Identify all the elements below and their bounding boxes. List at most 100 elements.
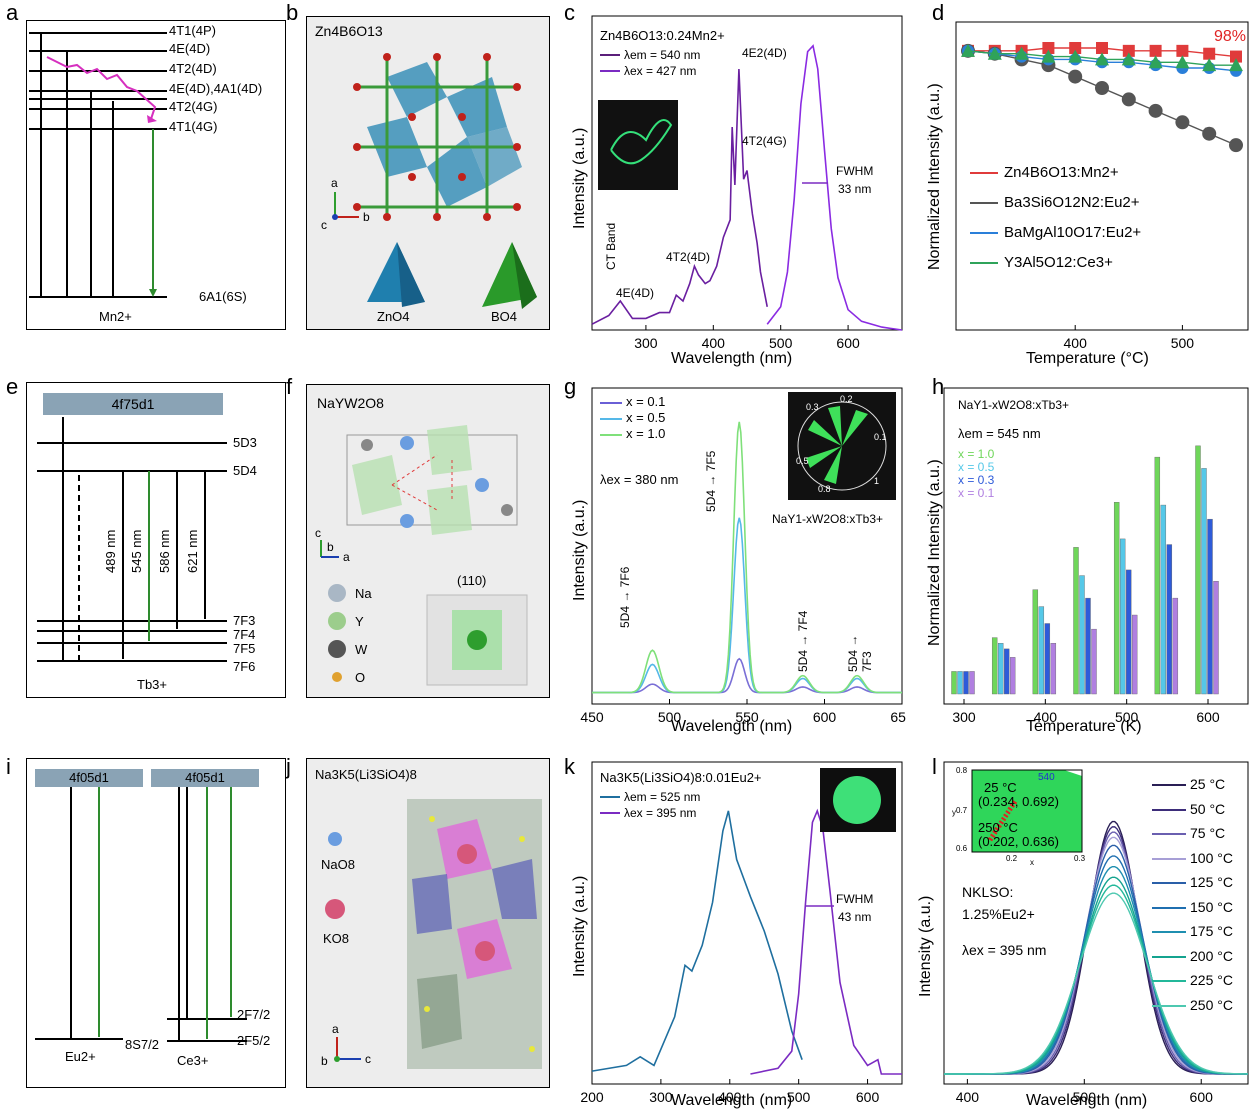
d-marker-square (1149, 44, 1162, 57)
l-legend-item: 200 °C (1152, 944, 1233, 969)
panel-c: c Intensity (a.u.) 300 400 500 600 Zn4B6O13… (556, 0, 906, 375)
g-peak-3: 5D4 → 7F3 (846, 634, 874, 672)
crystal-image: a b c (321, 53, 537, 309)
d-marker-square (1230, 50, 1242, 63)
j-axis-b: b (321, 1054, 328, 1068)
l-x-tick-label: 500 (1073, 1089, 1097, 1105)
c-legend-em: λem = 540 nm (600, 48, 700, 62)
f-axis-a: a (343, 550, 350, 564)
level-7f4: 7F4 (233, 627, 255, 642)
d-marker-square (1042, 42, 1055, 54)
l-inset-bot: 250 °C (978, 820, 1018, 835)
h-bar (1201, 468, 1207, 695)
level-5d4: 5D4 (233, 463, 257, 478)
d-marker-square (1069, 42, 1082, 54)
g-inset-tick-03: 0.3 (806, 402, 819, 412)
line-545: 545 nm (129, 530, 144, 573)
g-legend-0-text: x = 0.1 (626, 394, 666, 409)
panel-e: e 4f75d1 5D3 5D4 7F3 7F4 7F5 7F6 Tb3+ 48… (0, 372, 290, 702)
mn-levels-svg: 4T1(4P) 4E(4D) 4T2(4D) 4E(4D),4A1(4D) 4T… (29, 23, 262, 324)
j-axis-c: c (365, 1052, 371, 1066)
h-bar (1207, 518, 1213, 695)
g-x-tick-label: 600 (813, 709, 837, 725)
h-bar (1003, 648, 1010, 695)
l-legend-text: 125 °C (1190, 874, 1233, 890)
d-marker-square (1122, 44, 1135, 57)
c-series-1 (766, 44, 903, 331)
panel-a-letter: a (6, 0, 19, 25)
g-series-0 (592, 657, 902, 694)
l-legend-item: 225 °C (1152, 968, 1233, 993)
d-legend-2: BaMgAl10O17:Eu2+ (970, 218, 1141, 248)
c-legend-ex-text: λex = 427 nm (624, 64, 697, 78)
h-bar (1154, 456, 1161, 695)
panel-k-letter: k (564, 754, 575, 779)
ce-band: 4f05d1 (151, 769, 259, 787)
h-title: NaY1-xW2O8:xTb3+ (958, 398, 1070, 412)
ion-tb: Tb3+ (137, 677, 167, 692)
c-xlabel: Wavelength (nm) (671, 350, 793, 367)
d-marker-triangle (1229, 58, 1243, 72)
l-inset-yl: y (952, 808, 956, 817)
l-legend-item: 50 °C (1152, 797, 1233, 822)
g-series-2 (592, 421, 902, 694)
panel-k: k Intensity (a.u.) 200 300 400 500 600 Na3K5… (556, 748, 906, 1111)
k-chart: 200 300 400 500 600 (580, 761, 903, 1105)
h-legend-1: x = 0.5 (958, 460, 995, 474)
d-marker-triangle (961, 43, 975, 57)
h-bar (1091, 628, 1097, 695)
d-marker-circle (1148, 103, 1163, 118)
h-bar (1160, 504, 1167, 695)
d-marker-square (1203, 47, 1216, 60)
eu-band: 4f05d1 (35, 769, 143, 787)
g-x-tick-label: 550 (735, 709, 759, 725)
h-bar (1073, 547, 1079, 695)
d-marker-triangle (1121, 52, 1136, 66)
d-legend-3: Y3Al5O12:Ce3+ (970, 248, 1141, 278)
ion-ce: Ce3+ (177, 1053, 208, 1068)
d-marker-circle (1068, 69, 1083, 84)
h-legend-0: x = 1.0 (958, 447, 995, 461)
axis-c: c (321, 218, 327, 232)
g-series-1 (592, 517, 902, 694)
h-bar (997, 643, 1004, 695)
h-x-tick-label: 400 (1034, 709, 1058, 725)
line-621: 621 nm (185, 530, 200, 573)
g-legend-2: x = 1.0 (600, 426, 665, 442)
l-inset-xl: x (1030, 858, 1034, 867)
k-legend-em-text: λem = 525 nm (624, 790, 701, 804)
j-axis-a: a (332, 1022, 339, 1036)
l-inset-y07: 0.7 (956, 806, 968, 815)
c-fwhm-val: 33 nm (838, 182, 872, 196)
h-chart: 300 400 500 600 (943, 387, 1249, 725)
level-7f5: 7F5 (233, 641, 255, 656)
g-xlabel: Wavelength (nm) (671, 718, 793, 735)
g-legend-1-text: x = 0.5 (626, 410, 666, 425)
eu-ce-svg: Eu2+ Ce3+ 8S7/2 2F7/2 2F5/2 (35, 787, 270, 1068)
c-x-tick-label: 300 (634, 335, 658, 351)
g-inset-tick-02: 0.2 (840, 394, 853, 404)
level-4e4d: 4E(4D) (169, 41, 210, 56)
dove-inset (610, 119, 673, 165)
l-inset-540: 540 (1038, 772, 1055, 783)
level-4e4a1: 4E(4D),4A1(4D) (169, 81, 262, 96)
panel-l: l Intensity (a.u.) 400 500 600 540 25 °C (… (906, 748, 1251, 1111)
h-bar (1050, 643, 1057, 695)
level-8s72: 8S7/2 (125, 1037, 159, 1052)
k-x-tick-label: 300 (649, 1089, 673, 1105)
l-inset-top: 25 °C (984, 780, 1017, 795)
h-bar (963, 671, 969, 695)
l-inset-bot-xy: (0.202, 0.636) (978, 834, 1059, 849)
g-x-tick-label: 450 (580, 709, 604, 725)
c-peak-t2g: 4T2(4G) (742, 134, 787, 148)
k-legend-ex-text: λex = 395 nm (624, 806, 697, 820)
panel-f: f NaYW2O8 c b a (110) Na Y W (284, 372, 554, 702)
level-5d3: 5D3 (233, 435, 257, 450)
d-annotation: 98% (1214, 28, 1247, 45)
l-ex: λex = 395 nm (962, 942, 1047, 958)
h-bar (969, 671, 975, 695)
mn-energy-diagram: 4T1(4P) 4E(4D) 4T2(4D) 4E(4D),4A1(4D) 4T… (26, 20, 286, 330)
h-bar (1213, 580, 1219, 695)
tb-levels-svg: 5D3 5D4 7F3 7F4 7F5 7F6 Tb3+ 489 nm 545 … (37, 417, 257, 692)
c-title: Zn4B6O13:0.24Mn2+ (600, 28, 725, 43)
